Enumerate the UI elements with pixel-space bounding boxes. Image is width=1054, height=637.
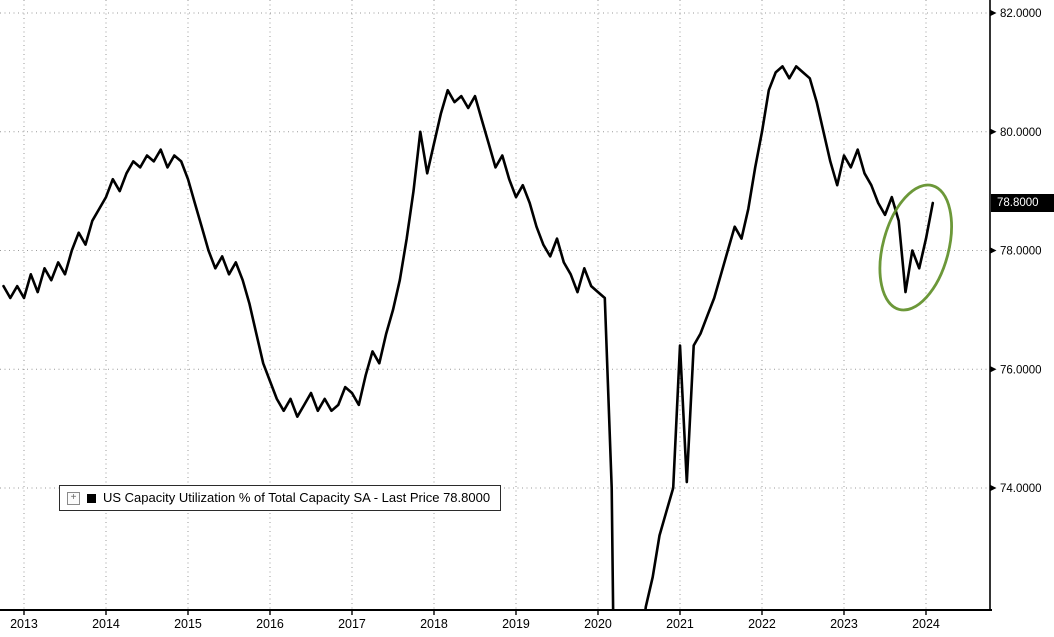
- y-axis-tick-arrow: [990, 128, 997, 135]
- x-axis-label: 2017: [338, 617, 366, 631]
- last-price-badge: 78.8000: [991, 194, 1054, 212]
- y-axis-label: 78.0000: [1000, 246, 1042, 258]
- x-axis-label: 2013: [10, 617, 38, 631]
- series-line: [2, 65, 935, 610]
- y-axis-tick-arrow: [990, 484, 997, 492]
- legend-label: US Capacity Utilization % of Total Capac…: [103, 490, 491, 505]
- y-axis-tick-arrow: [990, 247, 997, 254]
- x-axis-label: 2019: [502, 617, 530, 631]
- y-axis-tick-arrow: [990, 9, 997, 17]
- y-axis-label: 82.0000: [1000, 8, 1042, 20]
- y-axis-label: 74.0000: [1000, 483, 1042, 495]
- y-axis-label: 76.0000: [1000, 364, 1042, 376]
- y-axis-tick-arrow: [990, 366, 997, 373]
- x-axis-label: 2021: [666, 617, 694, 631]
- x-axis-label: 2018: [420, 617, 448, 631]
- legend-box[interactable]: + US Capacity Utilization % of Total Cap…: [59, 485, 502, 511]
- x-axis-label: 2022: [748, 617, 776, 631]
- x-axis-label: 2020: [584, 617, 612, 631]
- x-axis-label: 2014: [92, 617, 120, 631]
- series-marker-icon: [87, 493, 96, 503]
- highlight-ellipse-annotation: [878, 183, 953, 312]
- legend-expand-icon[interactable]: +: [67, 491, 80, 505]
- x-axis-label: 2015: [174, 617, 202, 631]
- y-axis-label: 80.0000: [1000, 127, 1042, 139]
- x-axis-label: 2024: [912, 617, 940, 631]
- x-axis-label: 2023: [830, 617, 858, 631]
- x-axis-label: 2016: [256, 617, 284, 631]
